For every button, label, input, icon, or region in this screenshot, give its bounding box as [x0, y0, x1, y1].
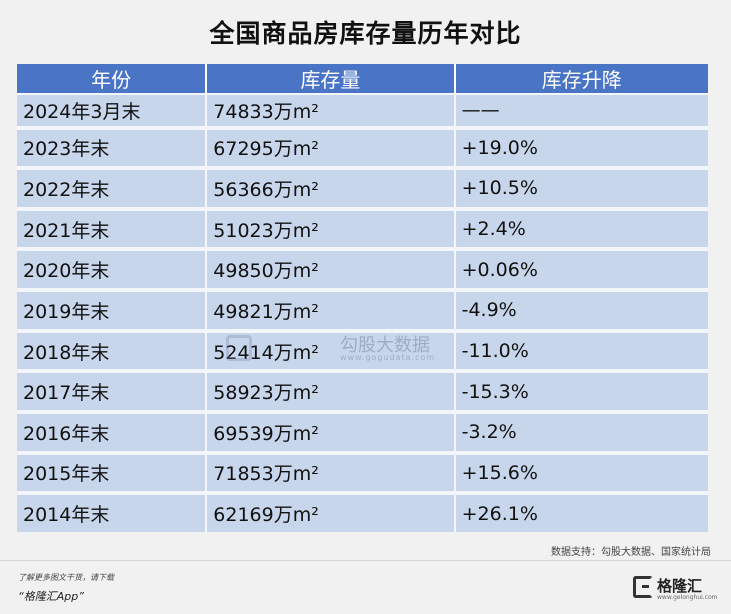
cell-year: 2016年末: [17, 410, 208, 451]
cell-change: +0.06%: [455, 247, 708, 289]
cell-inventory: 56366万m²: [207, 166, 456, 207]
cell-inventory: 49821万m²: [207, 288, 456, 329]
table-row: 2019年末 49821万m² -4.9%: [17, 288, 708, 329]
page-title: 全国商品房库存量历年对比: [209, 19, 522, 48]
cell-change: +19.0%: [455, 125, 708, 167]
cell-year: 2019年末: [17, 288, 208, 329]
table-row: 2018年末 52414万m² -11.0%: [17, 328, 708, 370]
cell-year: 2023年末: [17, 125, 208, 167]
cell-year: 2018年末: [17, 328, 208, 370]
cell-year: 2020年末: [17, 247, 208, 289]
cell-change: ——: [455, 93, 708, 126]
inventory-table: 年份 库存量 库存升降 2024年3月末 74833万m² —— 2023年末 …: [17, 64, 708, 532]
column-header-year: 年份: [17, 64, 208, 93]
cell-year: 2021年末: [17, 206, 208, 248]
cell-change: -4.9%: [455, 288, 708, 329]
cell-inventory: 51023万m²: [207, 206, 456, 248]
cell-inventory: 52414万m²: [207, 328, 456, 370]
table-row: 2014年末 62169万m² +26.1%: [17, 491, 708, 532]
cell-year: 2015年末: [17, 450, 208, 492]
footer-download-prompt: 了解更多图文干货，请下载: [18, 573, 114, 582]
table-row: 2021年末 51023万m² +2.4%: [17, 206, 708, 248]
cell-year: 2024年3月末: [17, 93, 208, 126]
table-header-row: 年份 库存量 库存升降: [17, 64, 708, 93]
cell-inventory: 71853万m²: [207, 450, 456, 492]
cell-change: -11.0%: [455, 328, 708, 370]
cell-year: 2022年末: [17, 166, 208, 207]
data-source-note: 数据支持：勾股大数据、国家统计局: [551, 547, 711, 558]
cell-change: +10.5%: [455, 166, 708, 207]
footer-divider: [0, 560, 731, 561]
cell-year: 2017年末: [17, 369, 208, 410]
table-row: 2017年末 58923万m² -15.3%: [17, 369, 708, 410]
brand-url: www.gelonghui.com: [657, 594, 718, 601]
cell-change: +26.1%: [455, 491, 708, 532]
cell-inventory: 74833万m²: [207, 93, 456, 126]
cell-inventory: 49850万m²: [207, 247, 456, 289]
table-row: 2024年3月末 74833万m² ——: [17, 93, 708, 126]
column-header-inventory: 库存量: [207, 64, 456, 93]
cell-inventory: 69539万m²: [207, 410, 456, 451]
brand-name: 格隆汇: [657, 577, 703, 595]
cell-change: -15.3%: [455, 369, 708, 410]
column-header-change: 库存升降: [455, 64, 708, 93]
table-row: 2020年末 49850万m² +0.06%: [17, 247, 708, 289]
cell-year: 2014年末: [17, 491, 208, 532]
footer-app-name: “格隆汇App”: [18, 590, 84, 603]
cell-inventory: 58923万m²: [207, 369, 456, 410]
table-row: 2022年末 56366万m² +10.5%: [17, 166, 708, 207]
table-row: 2015年末 71853万m² +15.6%: [17, 450, 708, 492]
table-row: 2023年末 67295万m² +19.0%: [17, 125, 708, 167]
cell-inventory: 67295万m²: [207, 125, 456, 167]
brand-g-icon: [633, 576, 653, 598]
table-row: 2016年末 69539万m² -3.2%: [17, 410, 708, 451]
cell-change: -3.2%: [455, 410, 708, 451]
cell-change: +2.4%: [455, 206, 708, 248]
cell-change: +15.6%: [455, 450, 708, 492]
brand-logo: 格隆汇 www.gelonghui.com: [633, 575, 718, 601]
cell-inventory: 62169万m²: [207, 491, 456, 532]
